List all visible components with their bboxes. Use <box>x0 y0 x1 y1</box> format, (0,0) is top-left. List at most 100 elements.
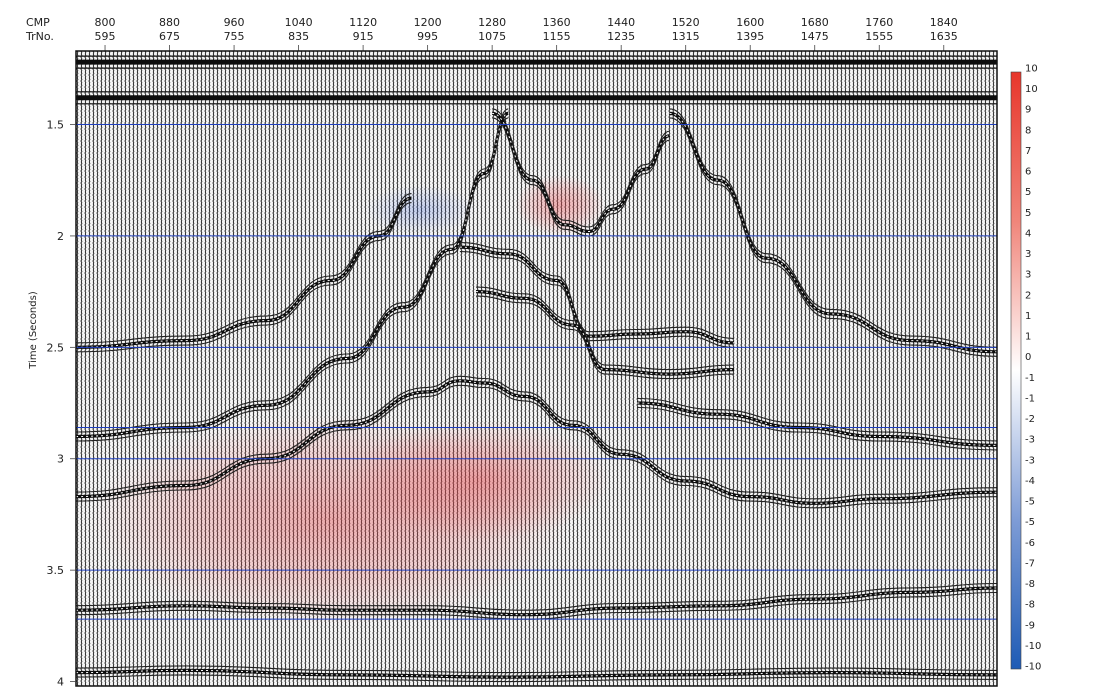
reflector-stroke <box>669 108 997 348</box>
reflector-stroke <box>637 397 997 442</box>
reflector-band-top-1 <box>76 55 997 69</box>
y-tick-labels: 1.5 2 2.5 3 3.5 4 <box>47 119 76 689</box>
colorbar-label: -9 <box>1025 620 1035 631</box>
reflector-stroke <box>475 290 735 376</box>
header-trace-tick: 1075 <box>478 30 506 43</box>
colorbar-label: -10 <box>1025 641 1041 652</box>
reflector-mid-fault-block <box>475 286 735 380</box>
header: CMP TrNo. 800595880675960755104083511209… <box>25 16 958 51</box>
reflector-stroke <box>76 669 997 678</box>
reflector-stroke <box>76 587 997 616</box>
y-tick-label: 1.5 <box>47 119 65 132</box>
reflector-stroke <box>637 402 997 446</box>
colorbar-label: -8 <box>1025 600 1035 611</box>
colorbar-label: -1 <box>1025 393 1035 404</box>
header-cmp-label: CMP <box>26 16 50 29</box>
header-cmp-tick: 1840 <box>930 16 958 29</box>
colorbar-label: 2 <box>1025 290 1031 301</box>
reflector-stroke <box>76 375 997 500</box>
amplitude-anomaly <box>515 175 605 235</box>
header-trace-label: TrNo. <box>25 30 54 43</box>
header-cmp-tick: 1280 <box>478 16 506 29</box>
header-cmp-tick: 1680 <box>801 16 829 29</box>
header-trace-tick: 835 <box>288 30 309 43</box>
reflector-central-fault-block <box>459 242 735 348</box>
colorbar-label: -2 <box>1025 414 1035 425</box>
header-trace-tick: 755 <box>224 30 245 43</box>
colorbar-label: -3 <box>1025 455 1035 466</box>
plot-border <box>75 50 998 687</box>
reflector-stroke <box>76 117 509 442</box>
reflector-deep-reflector-2 <box>76 665 997 683</box>
header-trace-tick: 595 <box>95 30 116 43</box>
header-cmp-tick: 1520 <box>672 16 700 29</box>
reflector-stroke <box>459 246 735 344</box>
reflector-band-top-2 <box>76 91 997 105</box>
header-cmp-tick: 1760 <box>865 16 893 29</box>
colorbar-label: -8 <box>1025 579 1035 590</box>
y-axis-title: Time (Seconds) <box>28 291 39 370</box>
reflector-stroke <box>637 406 997 451</box>
colorbar-label: 7 <box>1025 146 1031 157</box>
colorbar-label: -1 <box>1025 373 1035 384</box>
y-tick-label: 3 <box>57 453 64 466</box>
header-cmp-tick: 1360 <box>543 16 571 29</box>
reflector-deep-reflector-1 <box>76 582 997 620</box>
header-trace-tick: 995 <box>417 30 438 43</box>
reflector-stroke <box>76 202 412 353</box>
y-tick-label: 3.5 <box>47 564 65 577</box>
header-trace-tick: 915 <box>353 30 374 43</box>
colorbar: 10109876554332110-1-1-2-3-3-4-5-5-6-7-8-… <box>1010 64 1041 673</box>
colorbar-label: -4 <box>1025 476 1035 487</box>
reflector-stroke <box>669 117 997 357</box>
colorbar-label: 6 <box>1025 167 1031 178</box>
header-trace-tick: 1395 <box>736 30 764 43</box>
reflector-stroke <box>475 295 735 380</box>
colorbar-label: 10 <box>1025 64 1038 75</box>
colorbar-label: 9 <box>1025 105 1031 116</box>
reflector-left-limb-2 <box>76 108 509 442</box>
colorbar-label: 5 <box>1025 187 1031 198</box>
colorbar-label: 1 <box>1025 332 1031 343</box>
colorbar-label: 5 <box>1025 208 1031 219</box>
colorbar-label: -6 <box>1025 538 1035 549</box>
reflector-stroke <box>491 108 670 228</box>
header-cmp-tick: 880 <box>159 16 180 29</box>
colorbar-label: 3 <box>1025 270 1031 281</box>
header-cmp-tick: 1600 <box>736 16 764 29</box>
plot-area <box>75 50 998 687</box>
reflector-stroke <box>76 112 509 437</box>
header-trace-tick: 1155 <box>543 30 571 43</box>
y-axis: 1.5 2 2.5 3 3.5 4 Time (Seconds) <box>28 119 76 689</box>
header-cmp-tick: 960 <box>224 16 245 29</box>
reflector-stroke <box>76 674 997 683</box>
header-trace-tick: 675 <box>159 30 180 43</box>
header-cmp-tick: 1120 <box>349 16 377 29</box>
reflector-stroke <box>76 193 412 344</box>
reflector-right-limb-1 <box>669 108 997 357</box>
reflector-stroke <box>76 582 997 611</box>
colorbar-label: 10 <box>1025 84 1038 95</box>
colorbar-label: 0 <box>1025 352 1031 363</box>
header-trace-tick: 1635 <box>930 30 958 43</box>
header-trace-tick: 1315 <box>672 30 700 43</box>
header-trace-tick: 1555 <box>865 30 893 43</box>
reflector-stroke <box>475 286 735 371</box>
time-grid-lines <box>76 124 997 620</box>
amplitude-anomaly-negative <box>365 185 475 235</box>
reflector-layer <box>76 55 997 683</box>
colorbar-label: 3 <box>1025 249 1031 260</box>
header-cmp-tick: 1200 <box>414 16 442 29</box>
reflector-stroke <box>492 112 670 233</box>
colorbar-gradient <box>1010 71 1022 670</box>
header-trace-tick: 1235 <box>607 30 635 43</box>
colorbar-label: -7 <box>1025 558 1035 569</box>
colorbar-label: 4 <box>1025 228 1031 239</box>
colorbar-label: 1 <box>1025 311 1031 322</box>
colorbar-label: -3 <box>1025 435 1035 446</box>
header-trace-tick: 1475 <box>801 30 829 43</box>
reflector-stroke <box>459 242 735 339</box>
colorbar-label: -5 <box>1025 497 1035 508</box>
